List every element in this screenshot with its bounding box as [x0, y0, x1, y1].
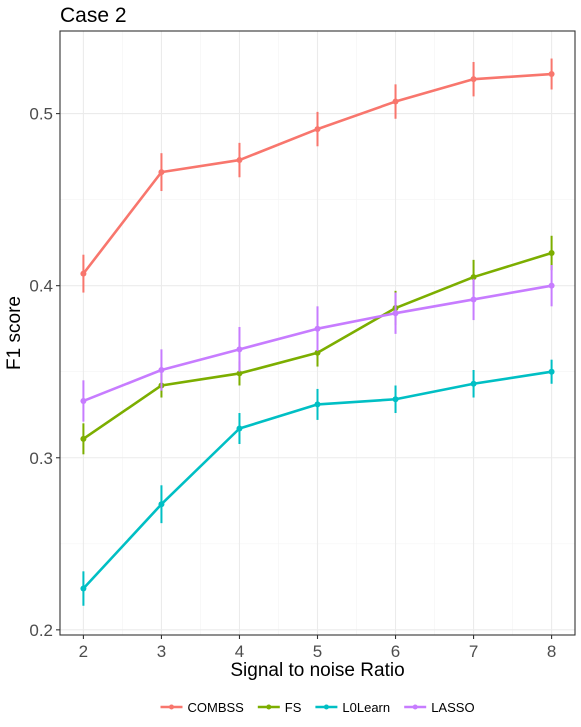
data-point-combss	[80, 270, 87, 277]
x-tick-label: 4	[235, 642, 244, 661]
data-point-lasso	[80, 397, 87, 404]
legend-key-point	[412, 704, 418, 710]
data-point-fs	[80, 435, 87, 442]
y-axis-title: F1 score	[4, 296, 25, 370]
plot-series	[80, 58, 555, 606]
data-point-lasso	[470, 296, 477, 303]
data-point-lasso	[236, 346, 243, 353]
data-point-combss	[470, 76, 477, 83]
legend: COMBSS FS L0Learn LASSO	[160, 700, 475, 715]
legend-key-point	[169, 704, 174, 710]
data-point-l0learn	[236, 425, 243, 432]
legend-label: FS	[285, 700, 302, 715]
axis-ticks: 0.2 0.3 0.4 0.5 2 3 4 5 6 7 8	[29, 105, 556, 661]
data-point-l0learn	[470, 380, 477, 387]
legend-label: COMBSS	[188, 700, 245, 715]
data-point-lasso	[548, 282, 555, 289]
y-tick-label: 0.4	[29, 277, 53, 296]
x-tick-label: 7	[469, 642, 478, 661]
legend-key-point	[266, 704, 272, 710]
legend-key-lasso	[404, 704, 427, 710]
data-point-l0learn	[80, 585, 87, 592]
legend-label: LASSO	[431, 700, 474, 715]
x-tick-label: 6	[391, 642, 400, 661]
y-tick-label: 0.3	[29, 449, 53, 468]
series-l0learn	[80, 359, 555, 606]
data-point-fs	[470, 274, 477, 281]
data-point-fs	[236, 370, 243, 377]
x-tick-label: 3	[157, 642, 166, 661]
legend-label: L0Learn	[342, 700, 390, 715]
data-point-combss	[548, 71, 555, 78]
series-lasso	[80, 265, 555, 422]
data-point-lasso	[392, 310, 399, 317]
data-point-combss	[236, 157, 243, 164]
legend-key-l0learn	[315, 704, 338, 710]
legend-item-l0learn: L0Learn	[315, 700, 390, 715]
data-point-combss	[392, 98, 399, 105]
legend-item-lasso: LASSO	[404, 700, 475, 715]
x-axis-title: Signal to noise Ratio	[230, 660, 404, 681]
data-point-fs	[548, 249, 555, 256]
x-tick-label: 2	[79, 642, 88, 661]
x-tick-label: 8	[547, 642, 556, 661]
data-point-combss	[314, 126, 321, 133]
data-point-combss	[158, 169, 165, 176]
data-point-lasso	[314, 325, 321, 332]
series-combss	[80, 58, 555, 293]
data-point-l0learn	[392, 396, 399, 403]
legend-item-combss: COMBSS	[160, 700, 245, 715]
data-point-l0learn	[548, 368, 555, 375]
legend-key-point	[323, 704, 329, 710]
data-point-fs	[314, 349, 321, 356]
y-tick-label: 0.2	[29, 621, 53, 640]
data-point-lasso	[158, 366, 165, 373]
x-tick-label: 5	[313, 642, 322, 661]
legend-key-combss	[160, 704, 183, 710]
data-point-l0learn	[314, 401, 321, 408]
data-point-l0learn	[158, 501, 165, 508]
y-tick-label: 0.5	[29, 105, 53, 124]
legend-item-fs: FS	[257, 700, 302, 715]
chart-title: Case 2	[60, 4, 127, 27]
legend-key-fs	[257, 704, 280, 710]
